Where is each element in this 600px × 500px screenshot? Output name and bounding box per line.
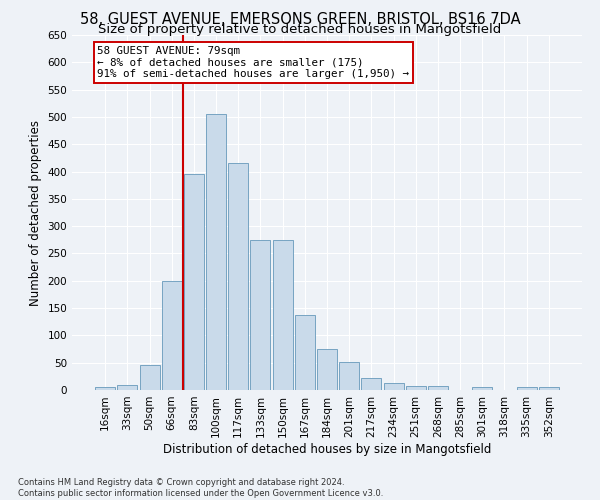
Bar <box>295 314 315 390</box>
Bar <box>228 164 248 390</box>
Text: 58 GUEST AVENUE: 79sqm
← 8% of detached houses are smaller (175)
91% of semi-det: 58 GUEST AVENUE: 79sqm ← 8% of detached … <box>97 46 409 79</box>
Bar <box>339 362 359 390</box>
Bar <box>472 388 492 390</box>
Bar <box>383 384 404 390</box>
Bar <box>317 349 337 390</box>
Y-axis label: Number of detached properties: Number of detached properties <box>29 120 42 306</box>
Bar <box>206 114 226 390</box>
Bar <box>140 366 160 390</box>
Bar <box>517 388 536 390</box>
Bar <box>250 240 271 390</box>
Bar <box>272 240 293 390</box>
Bar <box>118 384 137 390</box>
Bar <box>428 386 448 390</box>
Text: 58, GUEST AVENUE, EMERSONS GREEN, BRISTOL, BS16 7DA: 58, GUEST AVENUE, EMERSONS GREEN, BRISTO… <box>80 12 520 28</box>
Text: Contains HM Land Registry data © Crown copyright and database right 2024.
Contai: Contains HM Land Registry data © Crown c… <box>18 478 383 498</box>
X-axis label: Distribution of detached houses by size in Mangotsfield: Distribution of detached houses by size … <box>163 442 491 456</box>
Bar <box>184 174 204 390</box>
Bar <box>406 386 426 390</box>
Bar <box>95 388 115 390</box>
Text: Size of property relative to detached houses in Mangotsfield: Size of property relative to detached ho… <box>98 22 502 36</box>
Bar <box>539 388 559 390</box>
Bar <box>361 378 382 390</box>
Bar <box>162 281 182 390</box>
